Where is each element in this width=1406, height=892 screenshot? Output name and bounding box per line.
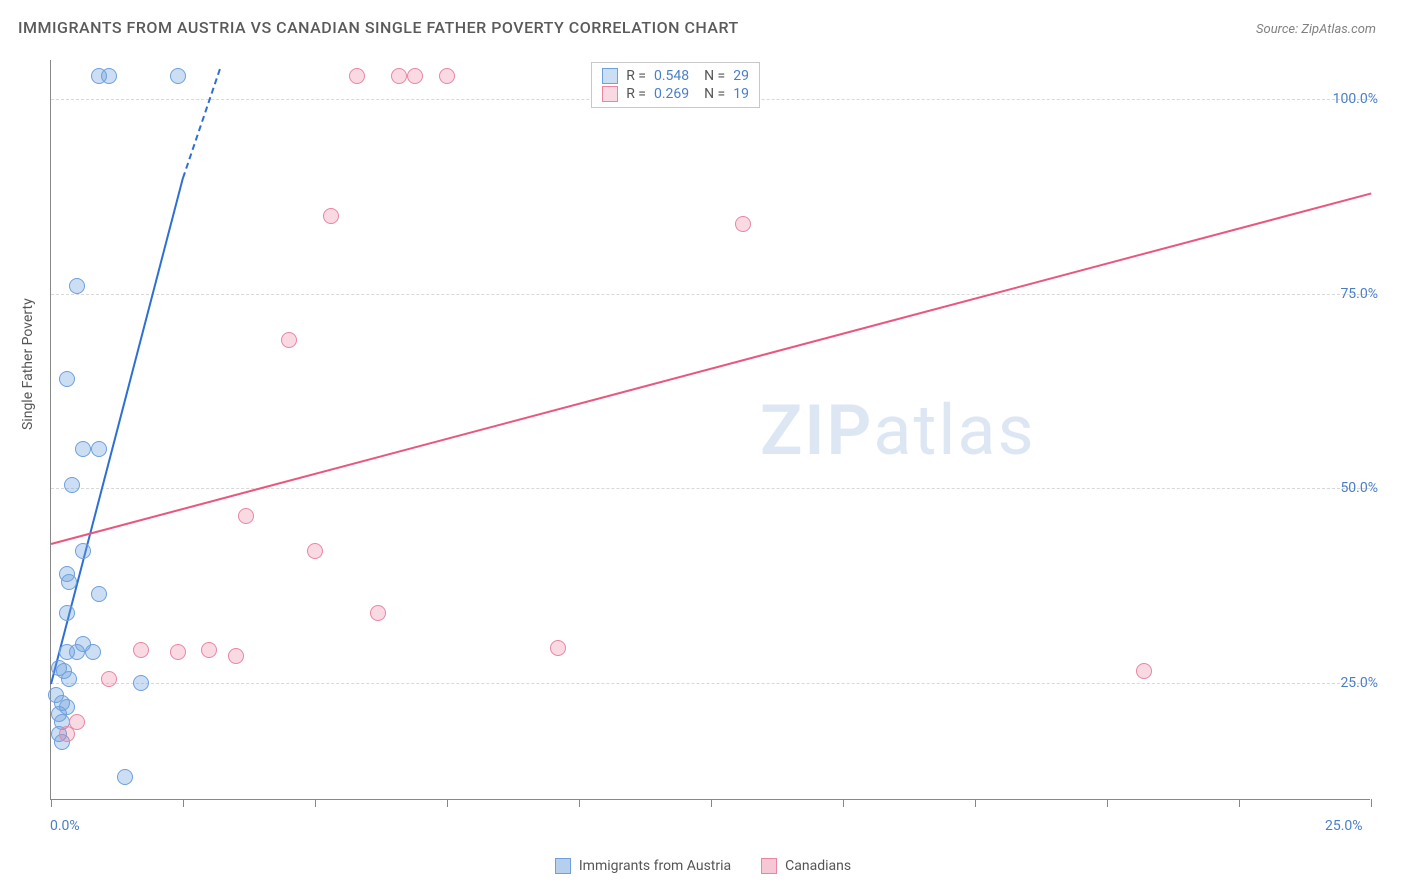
legend-row: R = 0.269 N = 19 — [602, 85, 749, 103]
data-point — [101, 68, 117, 84]
legend-label: Canadians — [785, 858, 851, 874]
n-value: 29 — [733, 68, 749, 84]
data-point — [61, 671, 77, 687]
data-point — [349, 68, 365, 84]
y-tick-label: 50.0% — [1340, 480, 1378, 496]
data-point — [61, 574, 77, 590]
x-tick — [1107, 799, 1108, 807]
y-tick-label: 100.0% — [1333, 91, 1378, 107]
data-point — [201, 642, 217, 658]
data-point — [170, 644, 186, 660]
data-point — [370, 605, 386, 621]
data-point — [101, 671, 117, 687]
legend-label: Immigrants from Austria — [579, 858, 731, 874]
x-tick — [447, 799, 448, 807]
data-point — [391, 68, 407, 84]
trend-line-dashed — [182, 68, 221, 178]
x-tick — [975, 799, 976, 807]
data-point — [85, 644, 101, 660]
data-point — [323, 208, 339, 224]
r-value: 0.548 — [654, 68, 689, 84]
n-value: 19 — [733, 86, 749, 102]
x-tick-label: 0.0% — [50, 818, 80, 834]
data-point — [59, 371, 75, 387]
correlation-legend: R = 0.548 N = 29 R = 0.269 N = 19 — [591, 62, 760, 108]
data-point — [307, 543, 323, 559]
x-tick — [1239, 799, 1240, 807]
data-point — [91, 441, 107, 457]
x-tick — [843, 799, 844, 807]
x-tick — [1371, 799, 1372, 807]
x-tick-label: 25.0% — [1325, 818, 1363, 834]
y-axis-label: Single Father Poverty — [20, 298, 36, 430]
data-point — [133, 642, 149, 658]
data-point — [170, 68, 186, 84]
data-point — [59, 605, 75, 621]
legend-swatch — [602, 86, 618, 102]
data-point — [69, 278, 85, 294]
data-point — [75, 543, 91, 559]
x-tick — [51, 799, 52, 807]
plot-area — [50, 60, 1370, 800]
data-point — [238, 508, 254, 524]
n-label: N = — [697, 68, 725, 84]
data-point — [407, 68, 423, 84]
data-point — [735, 216, 751, 232]
grid-line — [51, 294, 1370, 295]
data-point — [281, 332, 297, 348]
x-tick — [315, 799, 316, 807]
r-label: R = — [626, 86, 646, 102]
legend-swatch — [555, 858, 571, 874]
x-tick — [711, 799, 712, 807]
chart-title: IMMIGRANTS FROM AUSTRIA VS CANADIAN SING… — [18, 18, 739, 37]
data-point — [69, 644, 85, 660]
legend-swatch — [602, 68, 618, 84]
data-point — [228, 648, 244, 664]
data-point — [550, 640, 566, 656]
legend-item: Immigrants from Austria — [555, 858, 731, 874]
r-label: R = — [626, 68, 646, 84]
legend-bottom: Immigrants from Austria Canadians — [0, 858, 1406, 874]
source-attribution: Source: ZipAtlas.com — [1256, 22, 1376, 37]
data-point — [117, 769, 133, 785]
data-point — [91, 586, 107, 602]
data-point — [439, 68, 455, 84]
r-value: 0.269 — [654, 86, 689, 102]
grid-line — [51, 683, 1370, 684]
x-tick — [579, 799, 580, 807]
y-tick-label: 75.0% — [1340, 286, 1378, 302]
y-tick-label: 25.0% — [1340, 675, 1378, 691]
data-point — [133, 675, 149, 691]
legend-item: Canadians — [761, 858, 851, 874]
data-point — [59, 726, 75, 742]
trend-line — [51, 192, 1371, 544]
x-tick — [183, 799, 184, 807]
legend-swatch — [761, 858, 777, 874]
data-point — [64, 477, 80, 493]
data-point — [1136, 663, 1152, 679]
n-label: N = — [697, 86, 725, 102]
data-point — [75, 441, 91, 457]
legend-row: R = 0.548 N = 29 — [602, 67, 749, 85]
